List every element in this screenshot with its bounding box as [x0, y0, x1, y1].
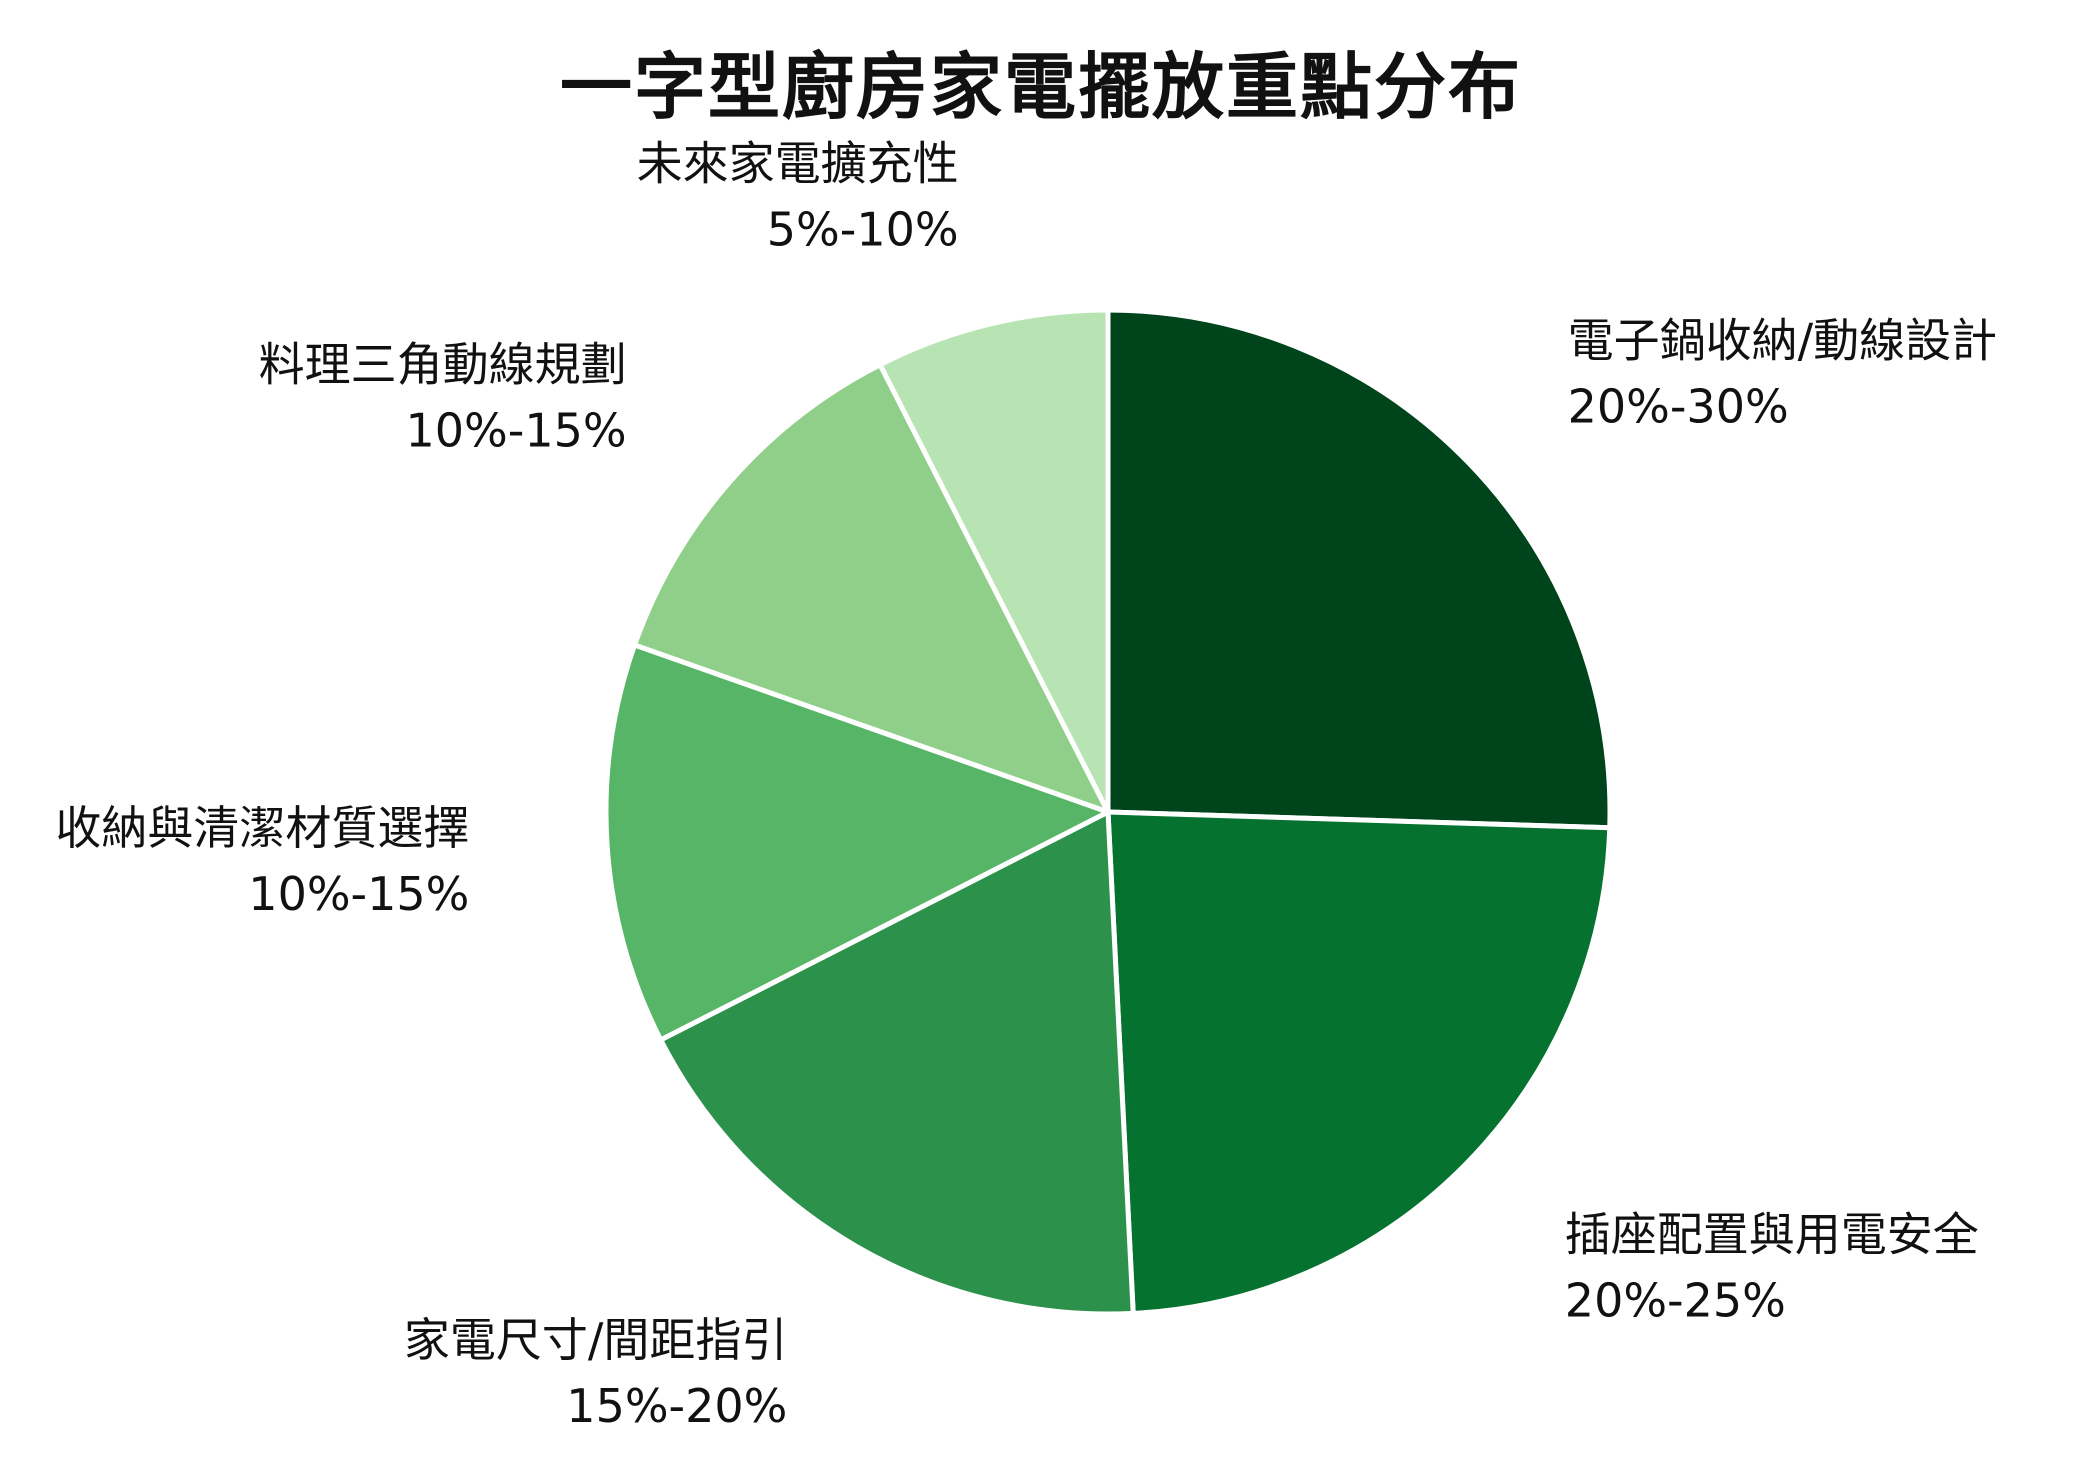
pie-slice-3: [658, 809, 1136, 1317]
slice-label-6: 未來家電擴充性: [637, 137, 959, 191]
slice-label-1: 電子鍋收納/動線設計: [1568, 314, 1998, 368]
slice-range-label-1: 20%-30%: [1568, 380, 1789, 434]
slice-label-4: 收納與清潔材質選擇: [55, 801, 469, 855]
slice-range-label-6: 5%-10%: [767, 203, 959, 257]
slice-range-label-4: 10%-15%: [248, 867, 469, 921]
slice-label-2: 插座配置與用電安全: [1565, 1207, 1979, 1261]
pie-slice-6: [877, 307, 1111, 815]
pie-slice-5: [632, 362, 1111, 815]
slice-range-label-3: 15%-20%: [566, 1379, 787, 1433]
slice-range-label-5: 10%-15%: [406, 403, 627, 457]
slice-range-label-2: 20%-25%: [1565, 1273, 1786, 1327]
pie-slice-2: [1105, 809, 1613, 1316]
chart-title: 一字型廚房家電擺放重點分布: [559, 45, 1522, 129]
pie-slice-1: [1105, 307, 1613, 831]
slice-label-5: 料理三角動線規劃: [259, 337, 627, 391]
slice-label-3: 家電尺寸/間距指引: [404, 1313, 788, 1367]
pie-slice-4: [603, 642, 1111, 1043]
pie-slices: [603, 307, 1613, 1317]
pie-labels: 電子鍋收納/動線設計 20%-30% 插座配置與用電安全 20%-25% 家電尺寸/間距…: [55, 137, 1997, 1433]
